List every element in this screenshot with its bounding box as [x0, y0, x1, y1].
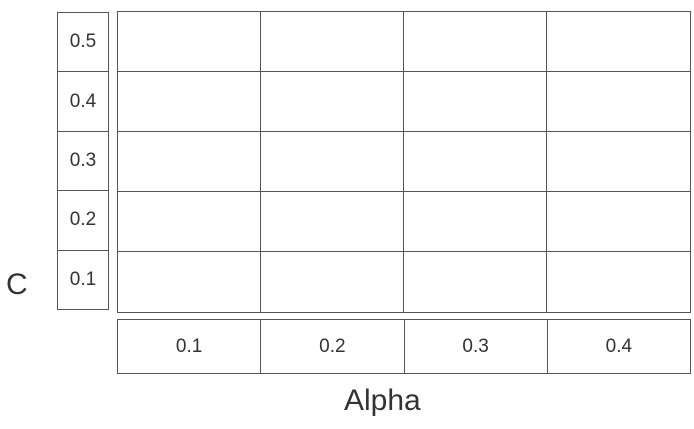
grid-cell: [547, 12, 690, 72]
x-axis-title: Alpha: [344, 384, 421, 417]
y-axis-title: C: [6, 268, 28, 301]
grid-cell: [261, 132, 404, 192]
grid-cell: [547, 72, 690, 132]
grid-cell: [118, 12, 261, 72]
grid-cell: [404, 12, 547, 72]
grid-cell: [547, 252, 690, 312]
grid-cell: [547, 192, 690, 252]
x-value-cell: 0.1: [118, 320, 262, 373]
grid-cell: [261, 72, 404, 132]
y-value-cell: 0.5: [58, 13, 108, 73]
grid-cell: [261, 252, 404, 312]
y-value-cell: 0.2: [58, 191, 108, 251]
y-value-cell: 0.4: [58, 72, 108, 132]
grid-cell: [118, 132, 261, 192]
grid-cell: [261, 12, 404, 72]
x-axis-values: 0.1 0.2 0.3 0.4: [117, 319, 691, 374]
grid-cell: [404, 192, 547, 252]
grid-cell: [118, 192, 261, 252]
grid-cell: [261, 192, 404, 252]
grid-cell: [118, 72, 261, 132]
grid-cell: [118, 252, 261, 312]
y-value-cell: 0.1: [69, 268, 97, 290]
x-value-cell: 0.4: [605, 335, 633, 357]
y-value-cell: 0.3: [58, 132, 108, 192]
y-axis-values: 0.5 0.4 0.3 0.2 0.1: [57, 12, 109, 310]
x-value-cell: 0.2: [261, 320, 405, 373]
grid-cell: [404, 72, 547, 132]
grid-cell: [547, 132, 690, 192]
parameter-grid: [117, 11, 691, 313]
x-value-cell: 0.3: [405, 320, 548, 373]
grid-cell: [404, 132, 547, 192]
grid-cell: [404, 252, 547, 312]
